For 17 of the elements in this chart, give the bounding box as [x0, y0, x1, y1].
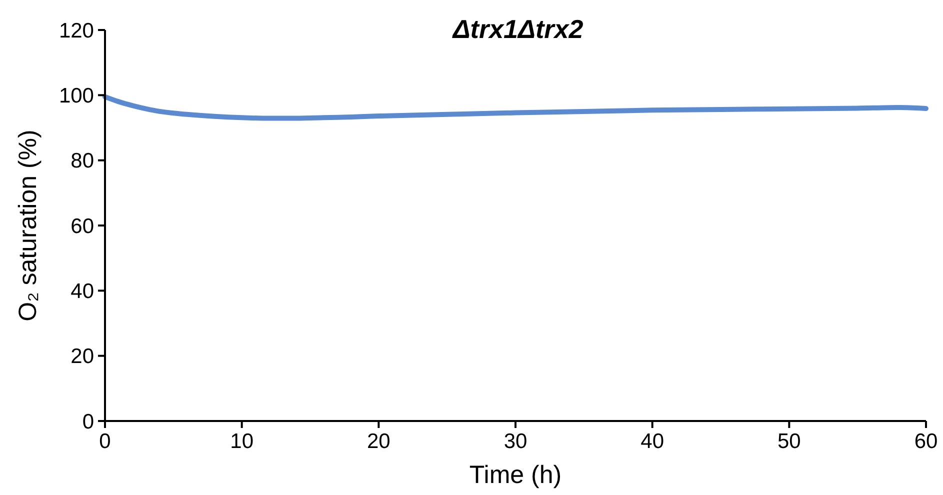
y-tick-label: 20 — [70, 345, 94, 368]
y-tick-label: 0 — [82, 410, 94, 434]
chart-title: Δtrx1Δtrx2 — [452, 14, 584, 44]
x-tick-label: 20 — [366, 430, 390, 453]
y-tick-label: 120 — [58, 19, 94, 42]
y-axis-title: O₂ saturation (%) — [14, 130, 42, 322]
x-axis-title: Time (h) — [469, 461, 562, 489]
x-tick-label: 50 — [777, 430, 801, 453]
y-tick-label: 100 — [58, 84, 94, 108]
y-tick-label: 60 — [70, 214, 94, 238]
y-tick-label: 40 — [70, 280, 94, 304]
x-tick-label: 0 — [99, 430, 111, 453]
x-tick-label: 10 — [230, 430, 254, 453]
x-tick-label: 60 — [914, 430, 938, 453]
y-tick-label: 80 — [70, 150, 94, 173]
x-tick-label: 30 — [504, 430, 528, 453]
x-tick-label: 40 — [640, 430, 664, 453]
